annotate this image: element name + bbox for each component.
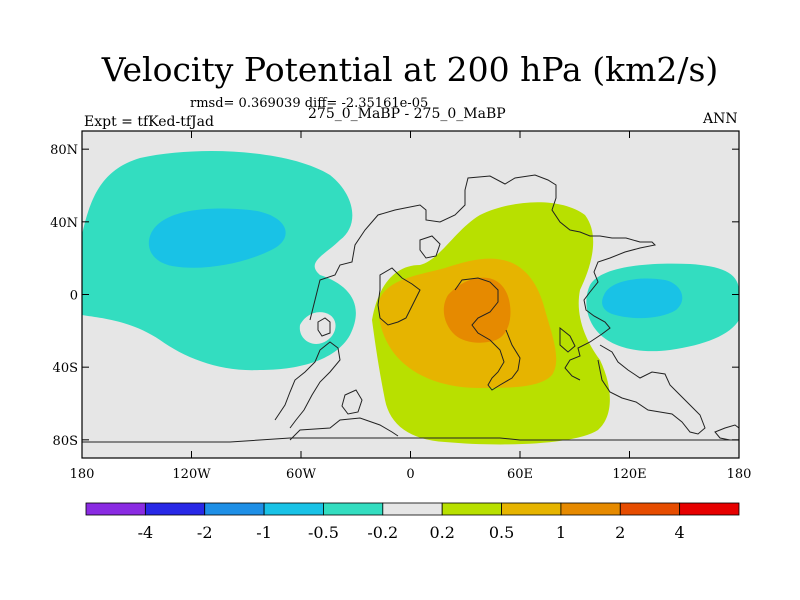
colorbar-box	[204, 502, 265, 516]
axis-ticks: 180 120W 60W 0 60E 120E 180 80N 40N 0 40S 80S	[50, 131, 751, 482]
colorbar-label: 0.5	[489, 523, 514, 542]
colorbar-label: 4	[675, 523, 685, 542]
y-tick-label: 0	[70, 289, 78, 304]
negative-core-east	[602, 278, 683, 319]
x-tick-label: 60W	[286, 467, 317, 482]
x-tick-label: 180	[70, 467, 95, 482]
colorbar-label: -1	[256, 523, 272, 542]
contour-fields	[82, 131, 739, 458]
colorbar-label: 2	[615, 523, 625, 542]
colorbar-box	[323, 502, 384, 516]
chart-title: Velocity Potential at 200 hPa (km2/s)	[101, 50, 719, 89]
colorbar-label: -4	[138, 523, 154, 542]
colorbar-box	[144, 502, 206, 516]
colorbar-label: -2	[197, 523, 213, 542]
colorbar-box	[501, 502, 562, 516]
colorbar-box	[679, 502, 740, 516]
colorbar-label: 1	[556, 523, 566, 542]
experiment-label: Expt = tfKed-tfJad	[84, 114, 214, 130]
colorbar: -4 -2 -1 -0.5 -0.2 0.2 0.5 1 2 4	[85, 502, 740, 542]
colorbar-box	[85, 502, 146, 516]
y-tick-label: 80S	[53, 434, 78, 449]
y-tick-label: 40S	[53, 361, 78, 376]
coastlines	[82, 174, 739, 443]
x-tick-label: 120E	[612, 467, 646, 482]
x-tick-label: 180	[727, 467, 752, 482]
colorbar-label: -0.2	[367, 523, 398, 542]
positive-contour-1	[443, 277, 511, 343]
colorbar-box	[263, 502, 324, 516]
x-tick-label: 60E	[507, 467, 533, 482]
x-tick-label: 0	[406, 467, 414, 482]
colorbar-label: -0.5	[308, 523, 339, 542]
colorbar-box	[382, 502, 443, 516]
x-tick-label: 120W	[172, 467, 211, 482]
y-tick-label: 80N	[50, 143, 78, 158]
colorbar-box	[441, 502, 502, 516]
period-label: 275_0_MaBP - 275_0_MaBP	[308, 106, 506, 122]
negative-core-west	[148, 208, 286, 268]
stats-label: rmsd= 0.369039 diff= -2.35161e-05	[190, 96, 429, 111]
colorbar-box	[560, 502, 621, 516]
season-label: ANN	[703, 111, 738, 127]
y-tick-label: 40N	[50, 216, 78, 231]
colorbar-label: 0.2	[429, 523, 454, 542]
colorbar-box	[619, 502, 681, 516]
